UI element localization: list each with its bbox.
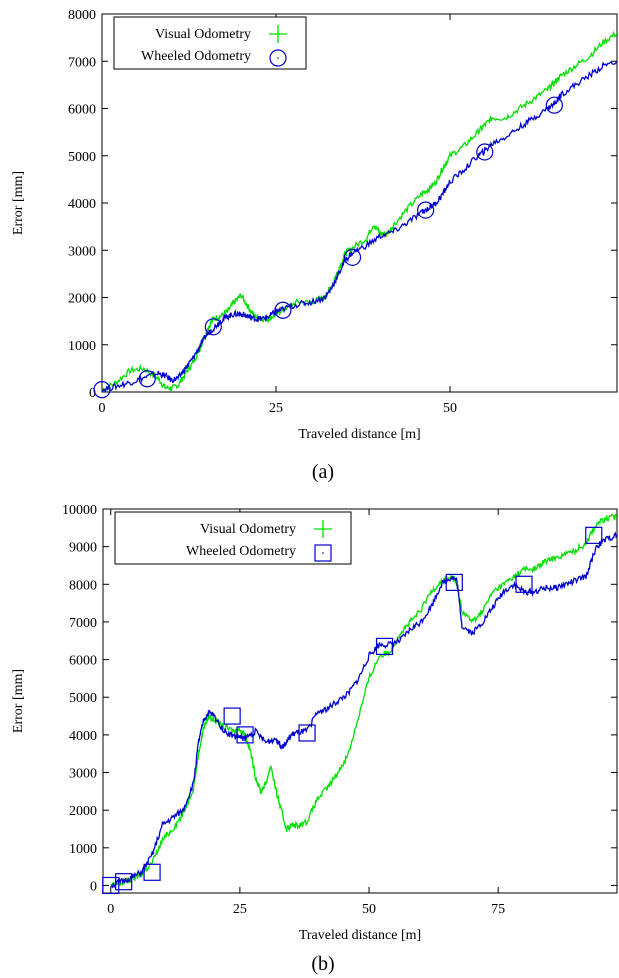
legend-box [113, 16, 307, 70]
series-line-plus [102, 30, 617, 392]
x-tick-label: 50 [362, 902, 376, 917]
y-tick-label: 8000 [68, 8, 96, 23]
y-tick-label: 5000 [69, 691, 97, 706]
y-tick-label: 2000 [68, 292, 96, 307]
data-point-marker [375, 637, 394, 656]
legend-entry: Wheeled Odometry [186, 544, 296, 559]
legend-circle-icon [269, 49, 287, 67]
y-tick-label: 3000 [69, 767, 97, 782]
legend-square-icon [314, 544, 332, 562]
y-tick-label: 0 [89, 386, 96, 401]
data-point-marker [236, 726, 254, 744]
y-tick-label: 6000 [69, 654, 97, 669]
y-tick-label: 4000 [68, 197, 96, 212]
y-tick-label: 7000 [68, 55, 96, 70]
series-line-square [110, 531, 617, 889]
x-tick-label: 0 [99, 401, 106, 416]
data-point-marker [143, 863, 161, 881]
y-tick-label: 7000 [69, 616, 97, 631]
y-tick-label: 9000 [69, 541, 97, 556]
y-axis-label: Error [mm] [11, 171, 26, 235]
x-tick-label: 0 [107, 902, 114, 917]
plot-frame [102, 508, 618, 894]
y-tick-label: 4000 [69, 729, 97, 744]
legend-box [114, 511, 352, 565]
data-point-marker [115, 873, 133, 891]
legend-entry: Visual Odometry [155, 27, 251, 42]
data-point-marker [223, 707, 241, 725]
y-tick-label: 2000 [69, 804, 97, 819]
plot-frame [101, 13, 618, 393]
data-point-marker [545, 96, 563, 114]
data-point-marker [445, 573, 463, 592]
data-point-marker [515, 575, 533, 593]
caption-a: (a) [312, 461, 334, 483]
data-point-marker [343, 248, 362, 266]
y-tick-label: 6000 [68, 103, 96, 118]
data-point-marker [102, 876, 120, 895]
data-point-marker [298, 724, 316, 742]
x-tick-label: 50 [443, 401, 457, 416]
y-axis-label: Error [mm] [11, 669, 26, 733]
caption-b: (b) [311, 953, 334, 975]
y-tick-label: 5000 [68, 150, 96, 165]
y-tick-label: 10000 [62, 503, 97, 518]
data-point-marker [204, 318, 222, 336]
data-point-marker [417, 201, 435, 219]
x-axis-label: Traveled distance [m] [299, 928, 421, 943]
y-tick-label: 3000 [68, 244, 96, 259]
series-line-plus [110, 513, 617, 887]
legend-square-dot-icon [322, 552, 324, 554]
data-point-marker [274, 301, 292, 319]
x-tick-label: 25 [233, 902, 247, 917]
x-tick-label: 25 [269, 401, 283, 416]
data-point-marker [93, 381, 111, 399]
series-line-circle [102, 60, 617, 392]
x-axis-label: Traveled distance [m] [298, 427, 420, 442]
data-point-marker [585, 526, 603, 544]
y-tick-label: 1000 [69, 842, 97, 857]
x-tick-label: 75 [491, 902, 505, 917]
legend-circle-dot-icon [277, 57, 279, 59]
y-tick-label: 0 [90, 879, 97, 894]
chart-a: 0 1000 2000 3000 4000 5000 6000 7000 8000 0 25 50 Tr… [11, 8, 618, 442]
y-tick-label: 1000 [68, 339, 96, 354]
y-tick-label: 8000 [69, 578, 97, 593]
data-point-marker [138, 370, 156, 388]
data-point-marker [476, 143, 494, 161]
legend-entry: Visual Odometry [200, 522, 296, 537]
legend-entry: Wheeled Odometry [141, 49, 251, 64]
chart-b: 0 1000 2000 3000 4000 5000 6000 7000 8000 9000 100… [11, 503, 618, 943]
